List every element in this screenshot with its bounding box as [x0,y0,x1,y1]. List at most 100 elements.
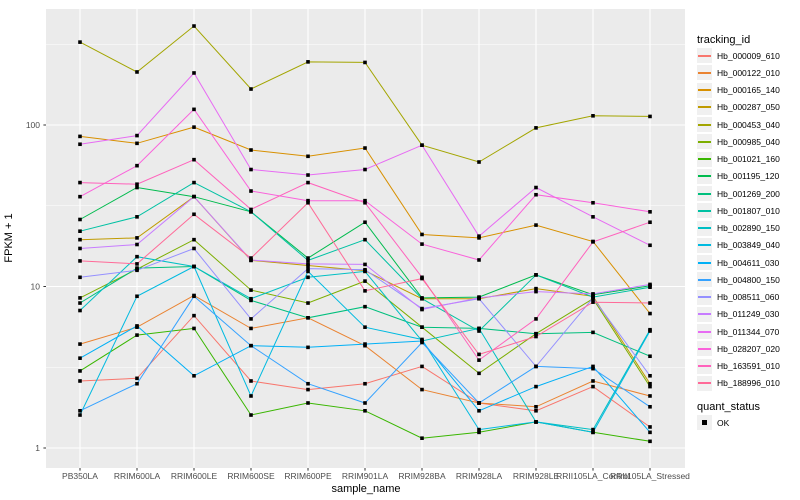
data-point [78,246,82,251]
data-point [306,180,310,185]
x-tick-label: RRII105LA_Control [556,471,630,481]
black-square-marker-icon [702,420,707,425]
data-point [249,317,253,321]
data-point [477,358,481,362]
legend-item-label: Hb_008511_060 [717,292,780,303]
legend-line-icon [698,296,711,299]
legend-item: Hb_000009_610 [697,47,799,64]
data-point [591,427,595,432]
legend-line-icon [698,140,711,143]
data-point [591,366,595,371]
x-tick-label: RRIM928BA [398,471,446,481]
data-point [591,114,595,118]
data-point [78,413,82,417]
data-point [363,381,367,386]
data-point [78,142,82,147]
legend-items: Hb_000009_610 Hb_000122_010 Hb_000165_140 H… [697,47,799,392]
data-point [477,296,481,300]
data-point [135,324,139,328]
data-point [135,70,139,74]
legend-line-icon [698,175,711,178]
data-point [192,71,196,75]
legend-item: Hb_011249_030 [697,306,799,323]
legend-key-swatch [697,375,712,391]
data-point [306,301,310,305]
legend-key-swatch [697,48,712,64]
y-tick-label: 10 [31,282,41,292]
line-chart-canvas: PB350LA RRIM600LA RRIM600LE RRIM600SE RRIM60… [26,9,690,481]
legend-item: Hb_008511_060 [697,289,799,306]
legend-line-icon [698,227,711,230]
data-point [192,264,196,269]
data-point [78,296,82,300]
axis-tick-labels: PB350LA RRIM600LA RRIM600LE RRIM600SE RRIM60… [26,120,690,481]
data-point [363,262,367,267]
data-point [78,369,82,373]
data-point [534,185,538,190]
data-point [135,268,139,273]
data-point [591,330,595,335]
legend-item-label: Hb_163591_010 [717,361,780,372]
data-point [306,262,310,266]
legend-key-swatch [697,65,712,81]
data-point [192,313,196,318]
series-markers [78,24,652,444]
data-point [135,254,139,259]
legend-item-label: Hb_188996_010 [717,378,780,389]
legend2-items: OK [697,414,799,431]
data-point [78,379,82,383]
data-point [135,185,139,190]
legend-line-icon [698,192,711,195]
x-tick-label: RRIM600LA [114,471,161,481]
data-point [135,376,139,381]
data-point [192,237,196,242]
legend-item-label: Hb_001807_010 [717,205,780,216]
data-point [192,373,196,378]
legend-line-icon [698,106,711,109]
data-point [534,286,538,291]
data-point [135,333,139,337]
data-point [306,198,310,203]
data-point [249,413,253,417]
data-point [534,273,538,277]
data-point [78,134,82,139]
data-point [363,279,367,283]
data-point [477,326,481,331]
data-point [477,401,481,405]
legend-key-swatch [697,341,712,357]
data-point [648,210,652,214]
legend-key-swatch [697,324,712,340]
data-point [306,154,310,159]
legend-key-swatch [697,203,712,219]
legend-key-swatch [697,186,712,202]
data-point [78,356,82,360]
data-point [78,301,82,305]
data-point [306,401,310,405]
data-point [78,40,82,44]
x-axis-title: sample_name [331,483,401,495]
data-point [420,242,424,246]
data-point [648,425,652,429]
data-point [192,194,196,199]
data-point [420,340,424,345]
legend-item: Hb_001021_160 [697,151,799,168]
data-point [534,408,538,413]
legend-key-swatch [697,117,712,133]
legend-item: Hb_004611_030 [697,254,799,271]
data-point [591,240,595,244]
data-point [648,430,652,435]
legend-item-label: Hb_000985_040 [717,136,780,147]
legend-line-icon [698,261,711,264]
legend-line-icon [698,347,711,350]
legend-title: tracking_id [697,34,751,46]
data-point [78,259,82,263]
data-point [591,215,595,219]
data-point [363,220,367,225]
legend-item-label: Hb_000122_010 [717,67,780,78]
data-point [249,167,253,172]
data-point [363,325,367,329]
legend-line-icon [698,158,711,161]
data-point [648,404,652,409]
data-point [192,294,196,299]
